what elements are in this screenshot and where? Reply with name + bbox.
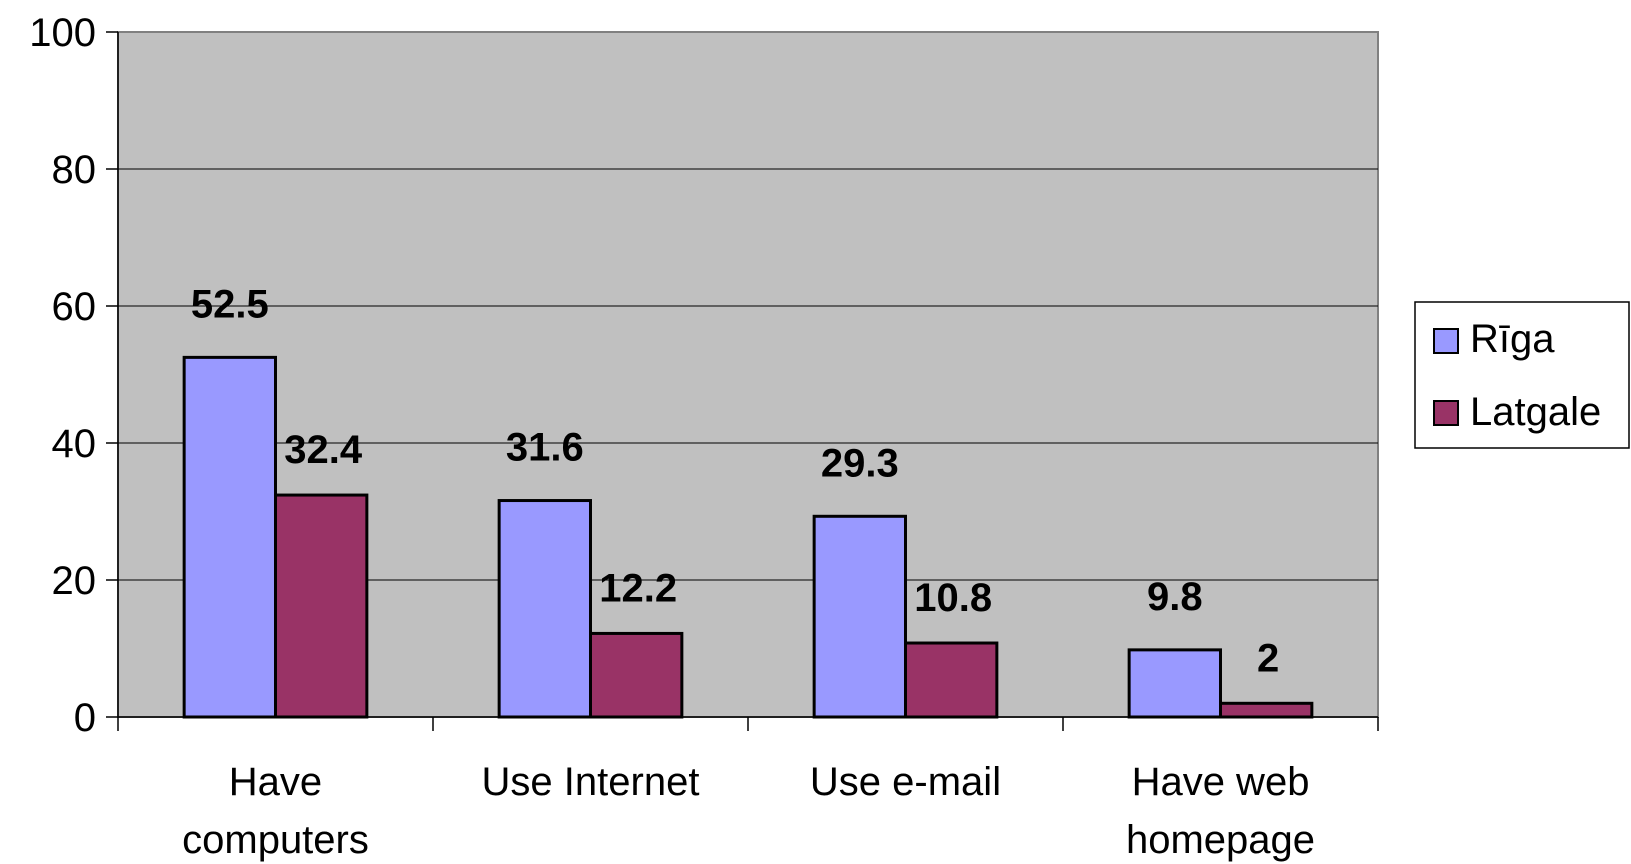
y-tick-labels: 0 20 40 60 80 100 [29, 11, 96, 740]
data-label: 10.8 [914, 576, 992, 620]
x-category-label: computers [182, 818, 369, 862]
y-tick-label: 40 [52, 422, 97, 466]
legend: Rīga Latgale [1414, 301, 1630, 449]
data-labels: 52.5 32.4 31.6 12.2 29.3 10.8 9.8 2 [191, 282, 1279, 680]
y-tick-label: 100 [29, 11, 96, 55]
data-label: 31.6 [506, 426, 584, 470]
legend-swatch-riga [1433, 328, 1459, 354]
bar-latgale [274, 493, 369, 719]
data-label: 32.4 [284, 428, 363, 472]
y-tick-label: 80 [52, 148, 97, 192]
bar-riga [1127, 648, 1223, 719]
bar-latgale [589, 631, 684, 719]
data-label: 2 [1257, 636, 1279, 680]
x-category-label: Use Internet [482, 760, 700, 804]
x-category-label: homepage [1126, 818, 1315, 862]
legend-label-latgale: Latgale [1470, 390, 1601, 434]
x-category-label: Have web [1132, 760, 1310, 804]
bar-riga [812, 514, 908, 719]
y-tick-label: 60 [52, 285, 97, 329]
y-tick-label: 20 [52, 559, 97, 603]
bar-riga [497, 499, 592, 719]
legend-label-riga: Rīga [1470, 317, 1555, 361]
bar-latgale [904, 641, 999, 719]
bar-latgale [1219, 701, 1314, 719]
data-label: 52.5 [191, 282, 269, 326]
x-category-label: Use e-mail [810, 760, 1001, 804]
x-category-label: Have [229, 760, 322, 804]
legend-swatch-latgale [1433, 400, 1459, 426]
bar-riga [182, 355, 277, 719]
data-label: 9.8 [1147, 575, 1203, 619]
y-tick-label: 0 [74, 696, 96, 740]
data-label: 12.2 [599, 566, 677, 610]
x-category-labels: Have computers Use Internet Use e-mail Have … [182, 760, 1315, 862]
data-label: 29.3 [821, 441, 899, 485]
axes [106, 31, 1379, 731]
